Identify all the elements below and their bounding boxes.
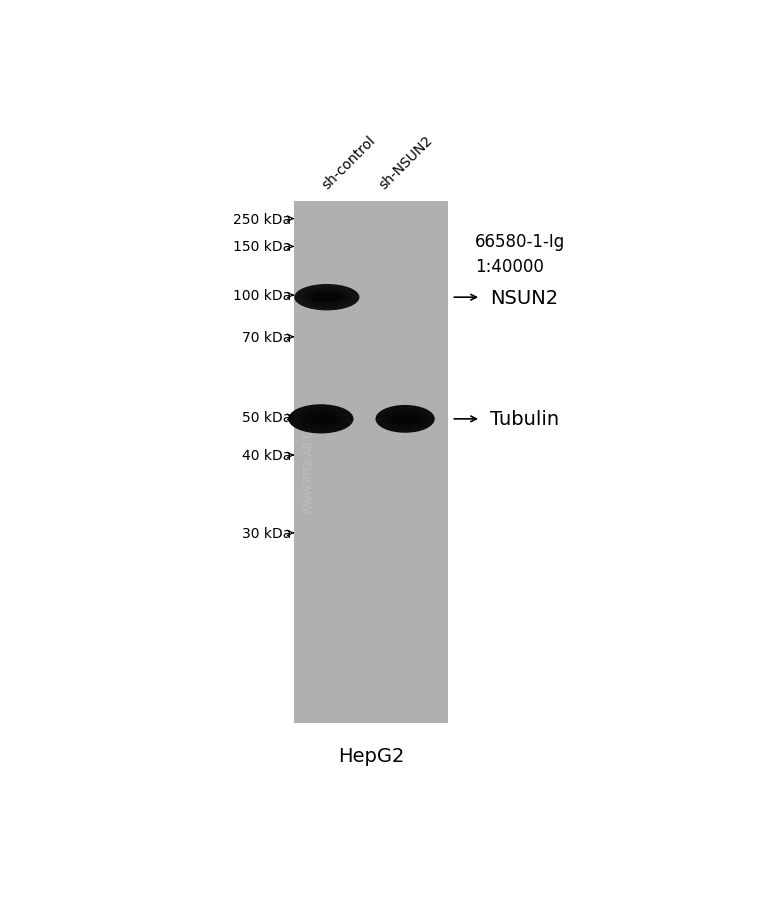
Text: 1:40000: 1:40000	[475, 258, 544, 276]
Ellipse shape	[376, 406, 435, 433]
Ellipse shape	[309, 292, 345, 304]
Ellipse shape	[297, 409, 345, 430]
Ellipse shape	[303, 413, 339, 426]
Ellipse shape	[392, 413, 418, 426]
Ellipse shape	[288, 405, 353, 434]
Text: NSUN2: NSUN2	[490, 289, 558, 308]
Text: 150 kDa: 150 kDa	[233, 240, 291, 254]
Ellipse shape	[306, 413, 336, 426]
Text: 70 kDa: 70 kDa	[242, 330, 291, 345]
Ellipse shape	[295, 285, 360, 311]
Text: sh-control: sh-control	[320, 133, 379, 191]
Text: 100 kDa: 100 kDa	[233, 289, 291, 303]
Bar	[295, 202, 448, 723]
Text: 30 kDa: 30 kDa	[242, 526, 291, 540]
Text: 50 kDa: 50 kDa	[242, 410, 291, 424]
Text: 250 kDa: 250 kDa	[233, 212, 291, 226]
Text: sh-NSUN2: sh-NSUN2	[376, 133, 435, 191]
Ellipse shape	[312, 292, 341, 304]
Text: 66580-1-Ig: 66580-1-Ig	[475, 233, 565, 251]
Ellipse shape	[382, 409, 428, 430]
Text: WWW.PTGLAB.COM: WWW.PTGLAB.COM	[304, 411, 314, 513]
Text: HepG2: HepG2	[338, 746, 405, 765]
Text: Tubulin: Tubulin	[490, 410, 559, 428]
Ellipse shape	[389, 413, 422, 426]
Text: 40 kDa: 40 kDa	[242, 448, 291, 463]
Ellipse shape	[302, 288, 351, 308]
